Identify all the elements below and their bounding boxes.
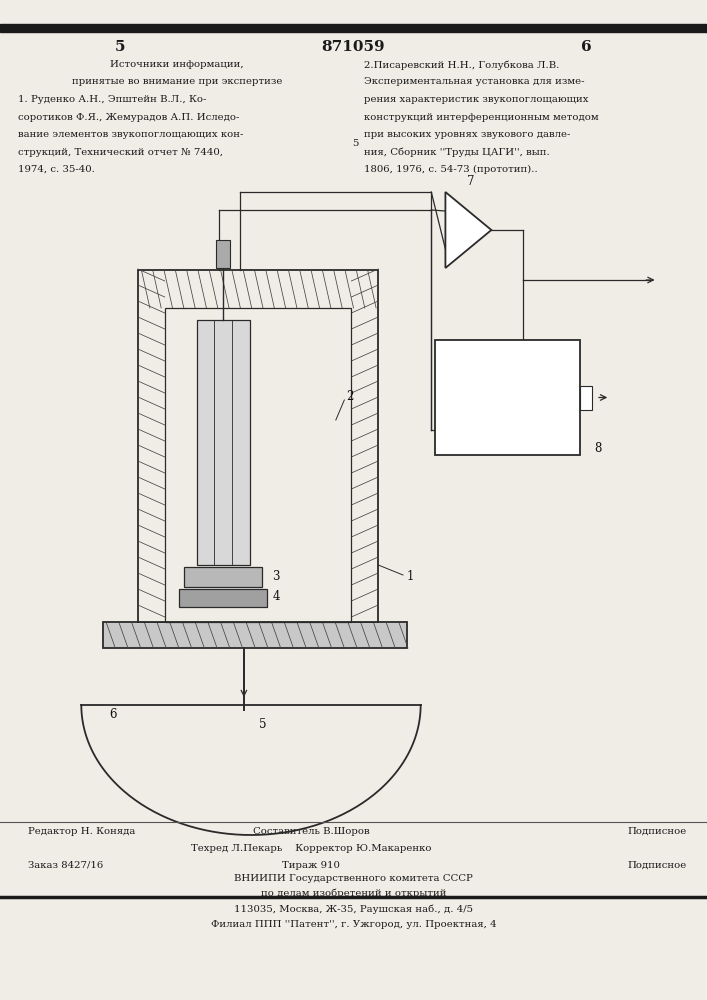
Bar [103,622,407,648]
Text: Подписное: Подписное [628,861,687,870]
Text: по делам изобретений и открытий: по делам изобретений и открытий [261,889,446,898]
Text: Филиал ППП ''Патент'', г. Ужгород, ул. Проектная, 4: Филиал ППП ''Патент'', г. Ужгород, ул. П… [211,920,496,929]
Text: Техред Л.Пекарь    Корректор Ю.Макаренко: Техред Л.Пекарь Корректор Ю.Макаренко [191,844,431,853]
Text: Редактор Н. Коняда: Редактор Н. Коняда [28,827,136,836]
Text: 5: 5 [115,40,125,54]
Bar [184,567,262,587]
Text: 1. Руденко А.Н., Эпштейн В.Л., Ко-: 1. Руденко А.Н., Эпштейн В.Л., Ко- [18,95,206,104]
Bar [0,24,707,32]
Bar [580,385,592,410]
Bar [197,320,250,565]
Text: принятые во внимание при экспертизе: принятые во внимание при экспертизе [71,78,282,87]
Text: струкций, Технический отчет № 7440,: струкций, Технический отчет № 7440, [18,148,223,157]
Text: 5: 5 [259,718,267,731]
Text: Составитель В.Шоров: Составитель В.Шоров [253,827,369,836]
Text: 5: 5 [352,139,359,148]
Text: Тираж 910: Тираж 910 [282,861,340,870]
Text: 7: 7 [467,175,474,188]
Text: 113035, Москва, Ж-35, Раушская наб., д. 4/5: 113035, Москва, Ж-35, Раушская наб., д. … [234,904,473,914]
Text: 3: 3 [272,570,280,583]
Text: Экспериментальная установка для изме-: Экспериментальная установка для изме- [364,78,585,87]
Text: Подписное: Подписное [628,827,687,836]
Text: при высоких уровнях звукового давле-: при высоких уровнях звукового давле- [364,130,571,139]
Bar [165,308,351,622]
Text: ния, Сборник ''Труды ЦАГИ'', вып.: ния, Сборник ''Труды ЦАГИ'', вып. [364,148,550,157]
Bar [138,270,378,622]
Text: 6: 6 [581,40,592,54]
Bar [216,240,230,268]
Text: 8: 8 [594,442,601,455]
Text: конструкций интерференционным методом: конструкций интерференционным методом [364,112,599,121]
Text: 6: 6 [110,708,117,721]
Text: рения характеристик звукопоглощающих: рения характеристик звукопоглощающих [364,95,589,104]
Text: 871059: 871059 [322,40,385,54]
Text: Заказ 8427/16: Заказ 8427/16 [28,861,103,870]
Polygon shape [445,192,491,268]
Bar [435,340,580,455]
Text: 1974, с. 35-40.: 1974, с. 35-40. [18,165,95,174]
Text: ВНИИПИ Государственного комитета СССР: ВНИИПИ Государственного комитета СССР [234,874,473,883]
Text: 2: 2 [346,390,354,403]
Text: вание элементов звукопоглощающих кон-: вание элементов звукопоглощающих кон- [18,130,243,139]
Text: Источники информации,: Источники информации, [110,60,244,69]
Text: соротиков Ф.Я., Жемурадов А.П. Иследо-: соротиков Ф.Я., Жемурадов А.П. Иследо- [18,112,239,121]
Text: 4: 4 [272,590,280,603]
Bar [179,589,267,607]
Text: 1: 1 [407,570,414,583]
Text: 1806, 1976, с. 54-73 (прототип)..: 1806, 1976, с. 54-73 (прототип).. [364,165,538,174]
Text: 2.Писаревский Н.Н., Голубкова Л.В.: 2.Писаревский Н.Н., Голубкова Л.В. [364,60,559,70]
